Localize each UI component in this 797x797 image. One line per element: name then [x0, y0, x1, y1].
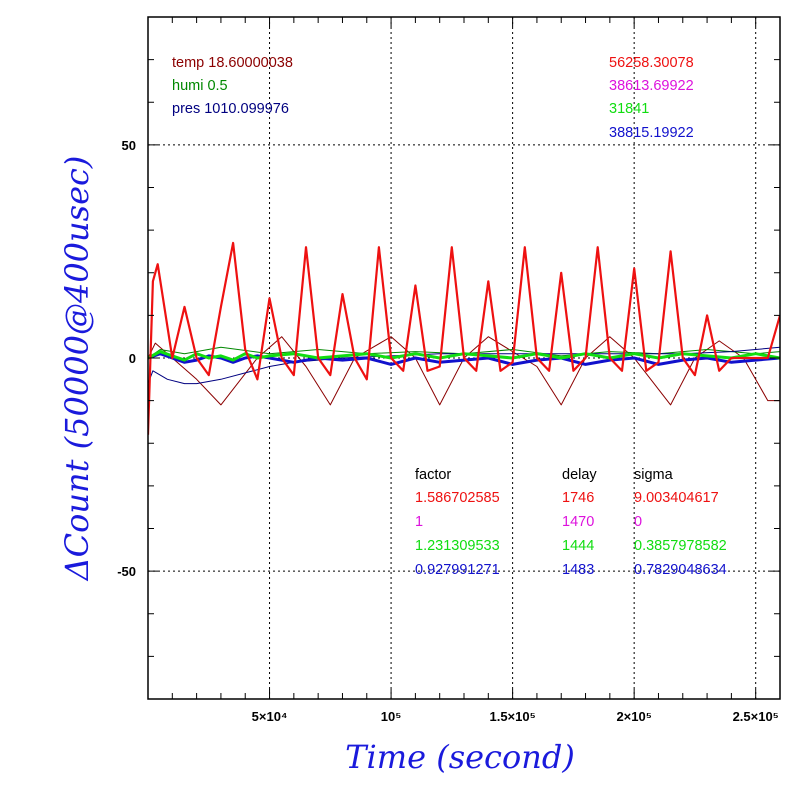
count-label-magenta: 38613.69922 [609, 78, 694, 94]
table-cell-delay: 1746 [562, 490, 594, 506]
table-header-delay: delay [562, 467, 597, 483]
table-header-sigma: sigma [634, 467, 674, 483]
y-tick-label: 0 [129, 351, 136, 366]
y-tick-label: 50 [122, 138, 136, 153]
table-cell-delay: 1470 [562, 514, 594, 530]
table-cell-sigma: 0.7829048634 [634, 562, 727, 578]
table-cell-factor: 1.586702585 [415, 490, 500, 506]
table-cell-delay: 1483 [562, 562, 594, 578]
env-label-temp: temp 18.60000038 [172, 55, 293, 71]
table-cell-factor: 1.231309533 [415, 538, 500, 554]
x-tick-label: 1.5×10⁵ [489, 709, 535, 724]
table-cell-delay: 1444 [562, 538, 594, 554]
table-cell-sigma: 0.3857978582 [634, 538, 727, 554]
x-tick-label: 2×10⁵ [616, 709, 651, 724]
count-label-blue: 38815.19922 [609, 125, 694, 141]
table-cell-sigma: 9.003404617 [634, 490, 719, 506]
x-tick-label: 2.5×10⁵ [733, 709, 779, 724]
fit-table: factor delay sigma 1.586702585 1746 9.00… [415, 467, 727, 578]
x-axis-title: Time (second) [345, 738, 575, 776]
env-label-humi: humi 0.5 [172, 78, 228, 94]
x-tick-labels: 5×10⁴ 10⁵ 1.5×10⁵ 2×10⁵ 2.5×10⁵ [252, 709, 779, 724]
count-label-red: 56258.30078 [609, 55, 694, 71]
x-tick-label: 10⁵ [381, 709, 402, 724]
y-tick-label: -50 [117, 564, 136, 579]
axis-ticks [148, 17, 780, 699]
x-tick-label: 5×10⁴ [252, 709, 288, 724]
env-labels: temp 18.60000038 humi 0.5 pres 1010.0999… [172, 55, 293, 117]
series-line [148, 336, 780, 406]
table-cell-sigma: 0 [634, 514, 642, 530]
y-axis-title: ΔCount (50000@400usec) [58, 156, 96, 583]
env-label-pres: pres 1010.099976 [172, 101, 289, 117]
count-label-green: 31841 [609, 101, 649, 117]
series-group [148, 241, 780, 435]
table-header-factor: factor [415, 467, 451, 483]
series-line [148, 241, 780, 435]
table-cell-factor: 1 [415, 514, 423, 530]
count-labels: 56258.30078 38613.69922 31841 38815.1992… [609, 55, 694, 141]
y-tick-labels: 50 0 -50 [117, 138, 136, 579]
table-cell-factor: 0.927991271 [415, 562, 500, 578]
